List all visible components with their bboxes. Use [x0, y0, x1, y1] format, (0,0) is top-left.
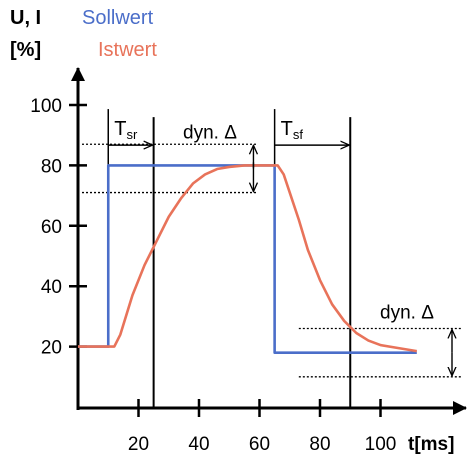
x-tick-label-60: 60 — [249, 434, 270, 455]
series-line-sollwert — [78, 164, 417, 354]
data-series — [78, 164, 418, 354]
y-tick-label-100: 100 — [30, 96, 62, 117]
y-tick-label-40: 40 — [41, 277, 62, 298]
tsr-label: Tsr — [114, 118, 138, 142]
y-tick-label-20: 20 — [41, 338, 62, 359]
legend-sollwert: Sollwert — [82, 7, 154, 29]
dyn-bottom-label: dyn. Δ — [380, 302, 434, 323]
annotations: Tsr Tsf dyn. Δ dyn. Δ — [108, 118, 452, 376]
y-axis-label-line2: [%] — [10, 39, 41, 61]
x-tick-label-40: 40 — [188, 434, 209, 455]
y-tick-label-60: 60 — [41, 217, 62, 238]
dyn-top-label: dyn. Δ — [183, 122, 237, 143]
x-tick-label-100: 100 — [365, 434, 397, 455]
x-tick-label-20: 20 — [128, 434, 149, 455]
x-tick-label-80: 80 — [309, 434, 330, 455]
axis-ticks: 20 40 60 80 100 20 40 60 80 100 — [30, 96, 396, 455]
guide-lines — [82, 109, 462, 408]
y-tick-label-80: 80 — [41, 156, 62, 177]
tsr-subscript: sr — [126, 127, 138, 142]
y-axis-label-line1: U, I — [10, 7, 41, 29]
tsf-subscript: sf — [293, 127, 304, 142]
series-line-istwert — [78, 164, 418, 353]
tsf-label: Tsf — [281, 118, 304, 142]
x-axis-label: t[ms] — [408, 434, 454, 455]
legend-istwert: Istwert — [98, 39, 157, 61]
